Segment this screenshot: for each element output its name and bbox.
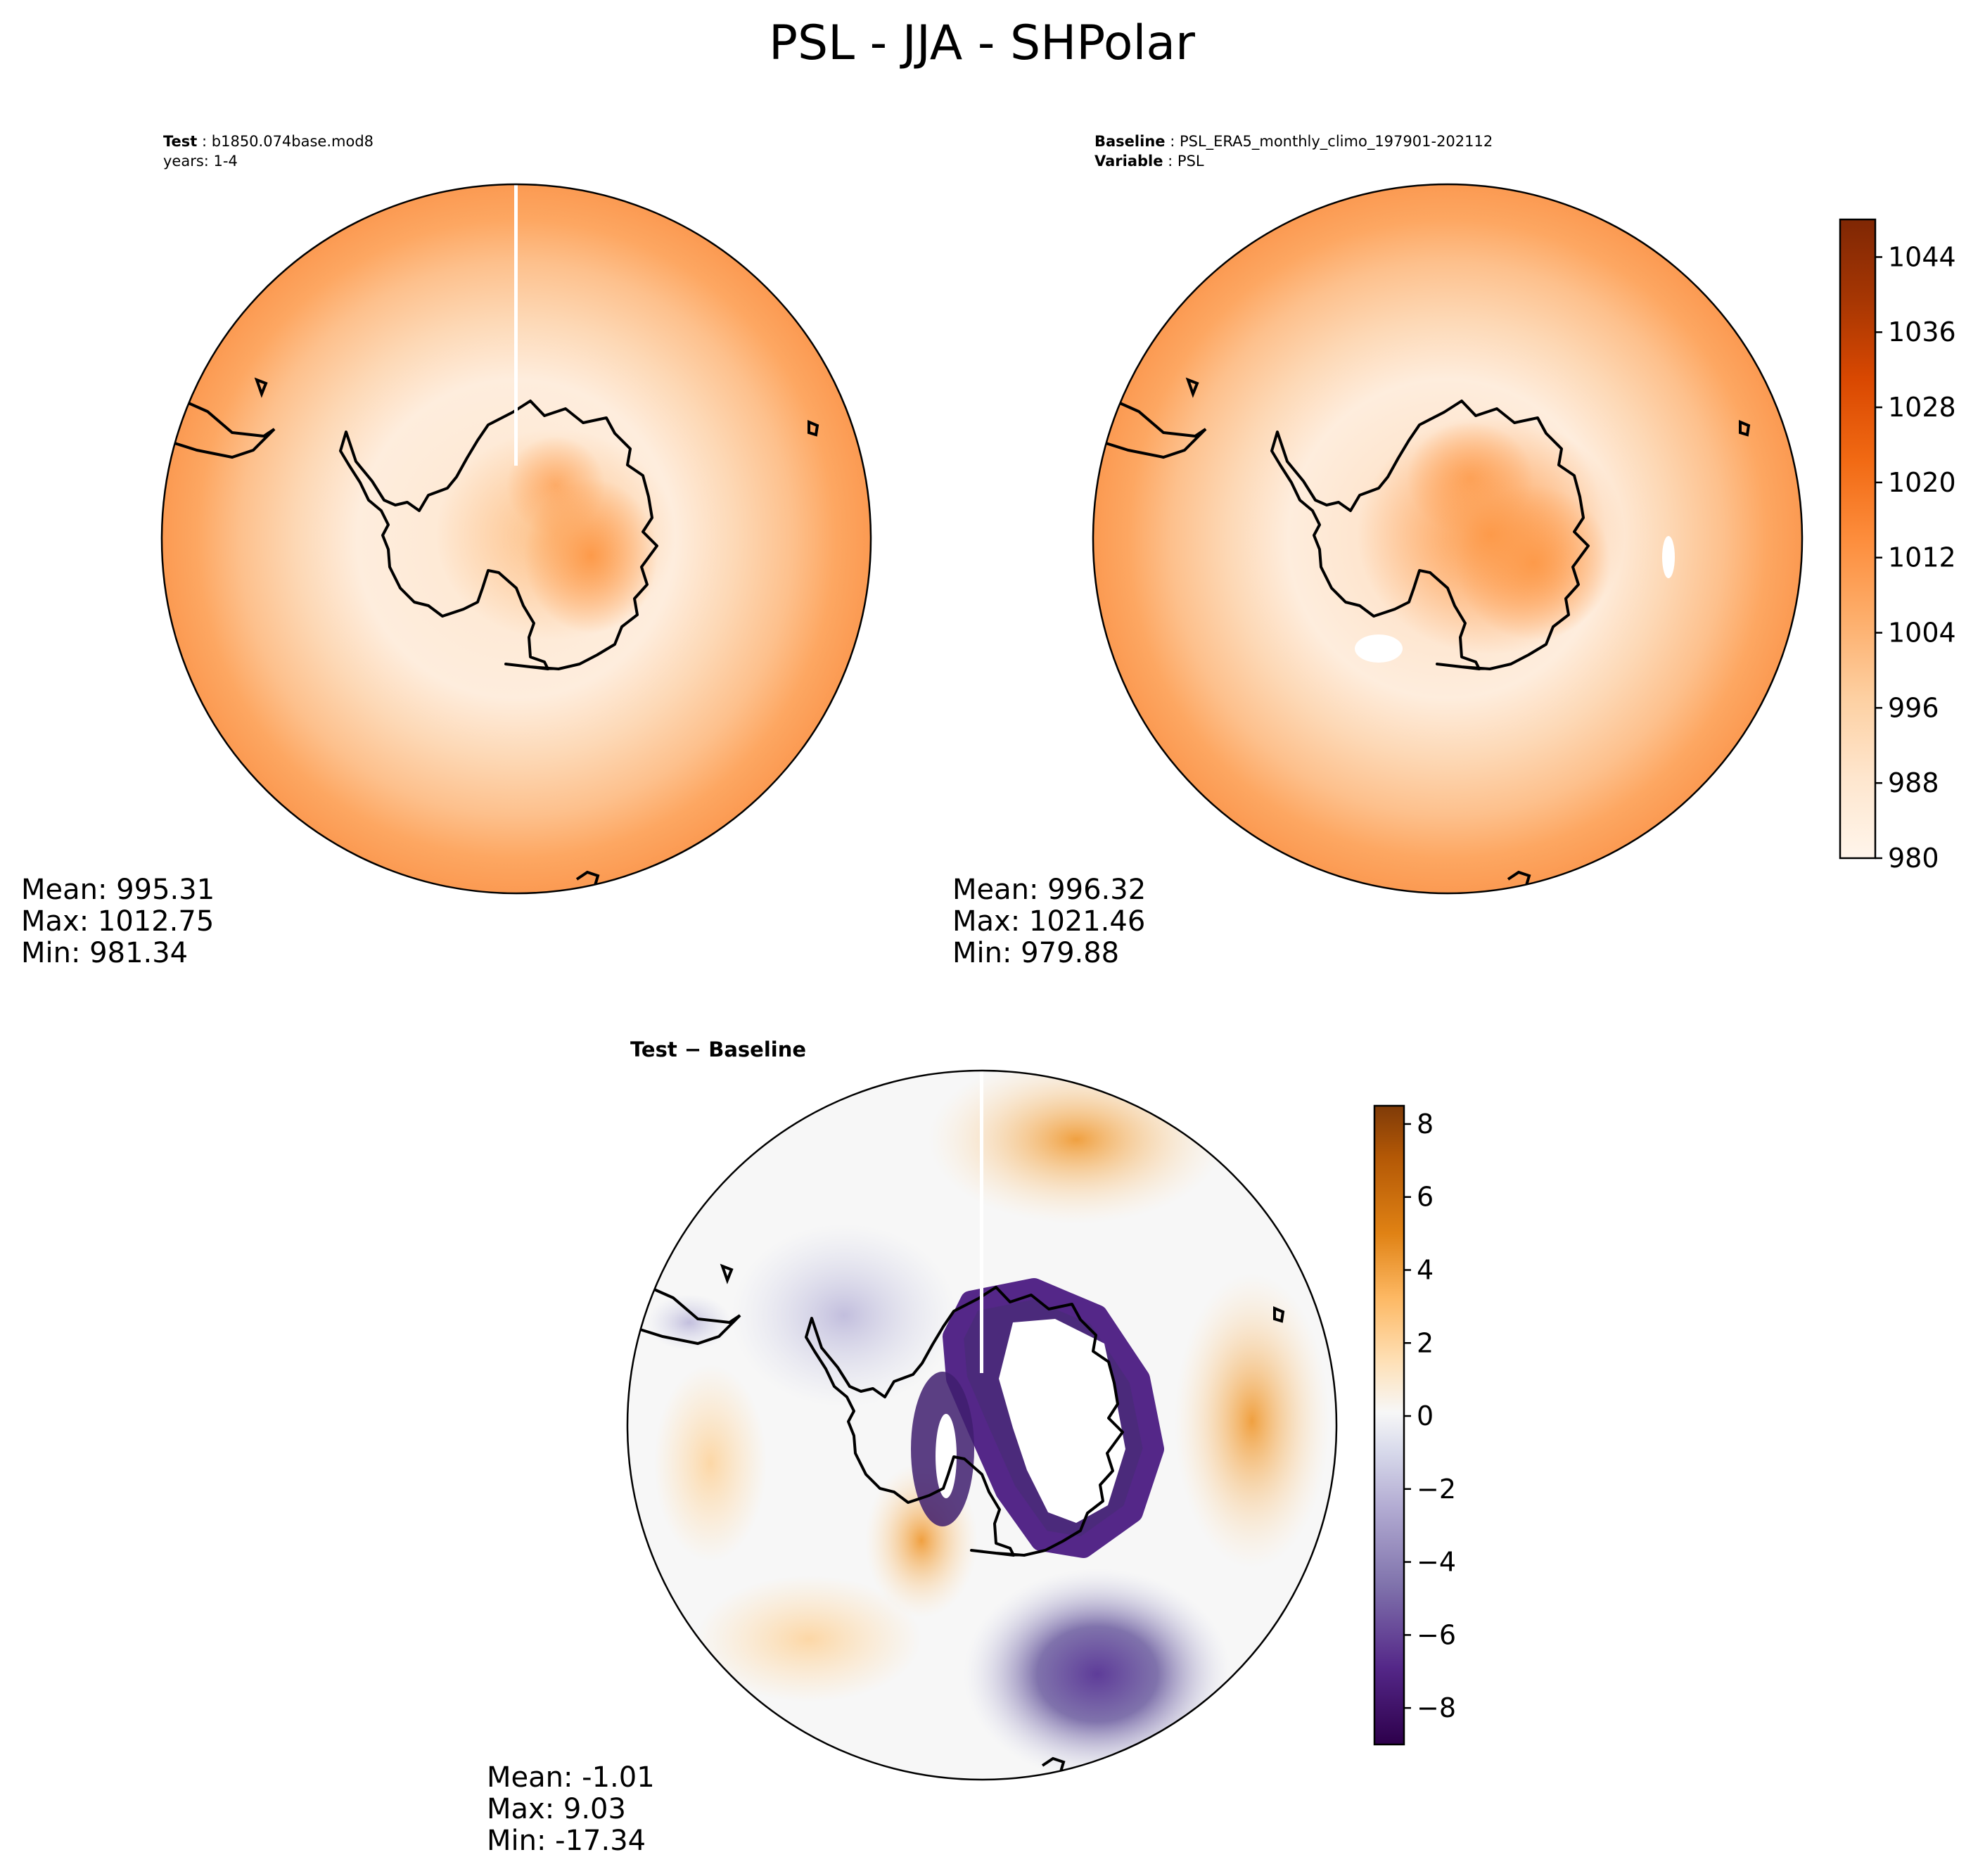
difference-title: Test − Baseline xyxy=(630,1038,806,1061)
colorbar-tick-label: 1012 xyxy=(1888,542,1956,573)
colorbar-tick-label: 980 xyxy=(1888,843,1939,874)
interior-masked-region xyxy=(999,1319,1125,1523)
baseline-mean: Mean: 996.32 xyxy=(952,874,1146,906)
data-seam xyxy=(980,1071,983,1373)
colorbar-tick-label: 1036 xyxy=(1888,317,1956,347)
falkland-islands xyxy=(254,377,268,398)
colorbar-tick-label: 2 xyxy=(1417,1327,1434,1358)
colorbar-tick-label: −8 xyxy=(1417,1692,1456,1723)
colorbar-tick-label: 996 xyxy=(1888,692,1939,723)
baseline-min: Min: 979.88 xyxy=(952,937,1119,969)
test-max: Max: 1012.75 xyxy=(21,905,214,938)
colorbar-tick-label: 6 xyxy=(1417,1182,1434,1213)
falkland-islands xyxy=(720,1263,734,1284)
colorbar-tick-label: 1004 xyxy=(1888,618,1956,649)
colorbar-diff: −8 −6 −4 −2 0 2 4 6 8 xyxy=(1373,1104,1456,1746)
colorbar-tick-label: 1044 xyxy=(1888,241,1956,272)
kerguelen-island xyxy=(808,420,819,437)
colorbar-tick-label: −6 xyxy=(1417,1619,1456,1650)
new-zealand-tip xyxy=(1041,1756,1066,1775)
colorbar-tick-label: 4 xyxy=(1417,1254,1434,1285)
baseline-label: Baseline : PSL_ERA5_monthly_climo_197901… xyxy=(1094,133,1493,151)
south-america-tip xyxy=(174,396,276,459)
new-zealand-tip xyxy=(575,870,600,888)
baseline-map xyxy=(1093,184,1802,893)
south-america-tip xyxy=(639,1282,741,1346)
test-map xyxy=(162,184,871,893)
test-panel: Test : b1850.074base.mod8 years: 1-4 Mea… xyxy=(21,133,872,969)
colorbar-tick-label: 988 xyxy=(1888,767,1939,798)
colorbar-tick-label: 1020 xyxy=(1888,467,1956,498)
test-label: Test : b1850.074base.mod8 xyxy=(163,133,374,150)
test-years: years: 1-4 xyxy=(163,153,238,170)
test-min: Min: 981.34 xyxy=(21,937,188,969)
south-america-tip xyxy=(1105,396,1207,459)
baseline-panel: Baseline : PSL_ERA5_monthly_climo_197901… xyxy=(952,133,1804,969)
test-mean: Mean: 995.31 xyxy=(21,874,215,906)
difference-panel: Test − Baseline Mean: -1.01 Max: 9 xyxy=(487,1038,1338,1857)
difference-map xyxy=(627,1071,1336,1780)
data-seam xyxy=(514,184,518,466)
colorbar-main: 980 988 996 1004 1012 1020 1028 1036 1044 xyxy=(1839,218,1956,874)
baseline-variable: Variable : PSL xyxy=(1094,153,1204,170)
figure-title: PSL - JJA - SHPolar xyxy=(769,15,1195,71)
low-pressure-patch xyxy=(1662,536,1675,578)
colorbar-tick-label: 1028 xyxy=(1888,392,1956,423)
difference-min: Min: -17.34 xyxy=(487,1825,646,1857)
low-pressure-patch xyxy=(1355,634,1403,663)
falkland-islands xyxy=(1185,377,1199,398)
colorbar-tick-label: 8 xyxy=(1417,1109,1434,1140)
colorbar-tick-label: −4 xyxy=(1417,1547,1456,1578)
difference-mean: Mean: -1.01 xyxy=(487,1761,655,1794)
colorbar-tick-label: 0 xyxy=(1417,1400,1434,1431)
kerguelen-island xyxy=(1273,1306,1285,1323)
baseline-max: Max: 1021.46 xyxy=(952,905,1145,938)
new-zealand-tip xyxy=(1507,870,1531,888)
difference-max: Max: 9.03 xyxy=(487,1793,626,1825)
kerguelen-island xyxy=(1739,420,1751,437)
colorbar-tick-label: −2 xyxy=(1417,1474,1456,1505)
